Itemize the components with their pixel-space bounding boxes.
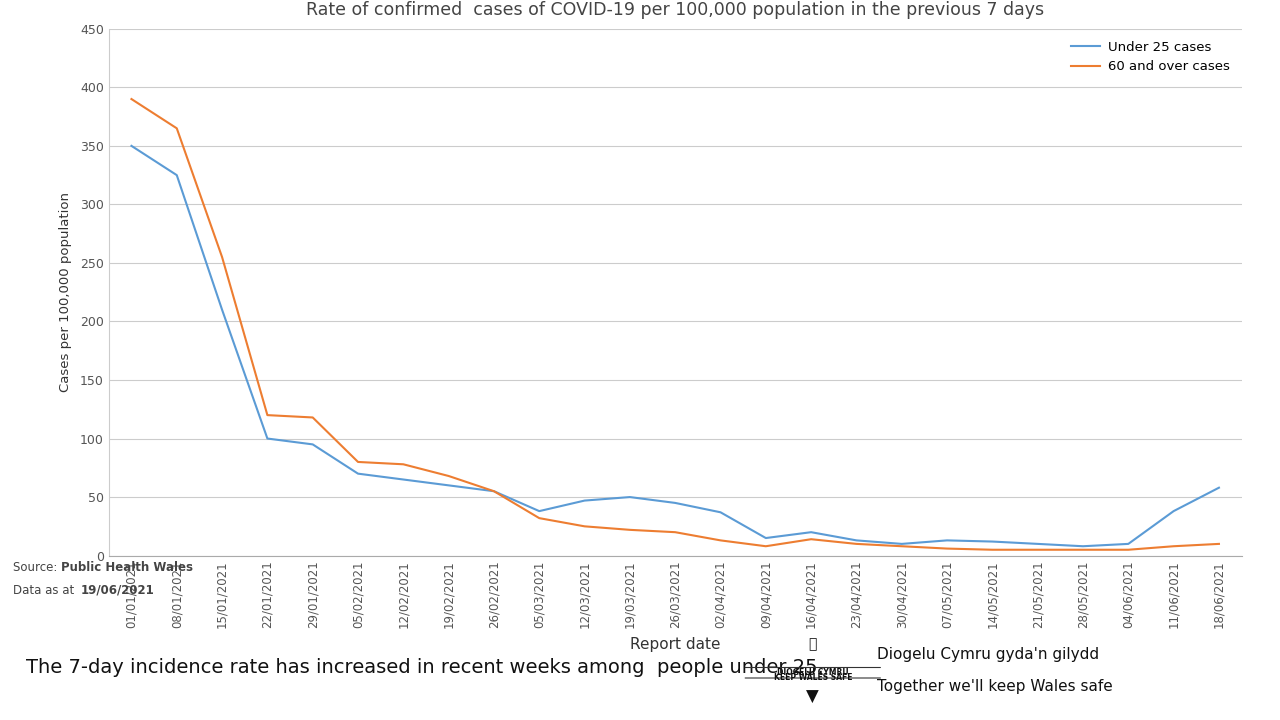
Under 25 cases bbox=[169, 171, 184, 179]
Text: KEEP WALES SAFE: KEEP WALES SAFE bbox=[773, 673, 852, 682]
Under 25 cases bbox=[1075, 542, 1091, 551]
Under 25 cases bbox=[622, 492, 637, 501]
Under 25 cases bbox=[984, 537, 1000, 546]
Under 25 cases bbox=[577, 496, 593, 505]
Text: 🐾: 🐾 bbox=[809, 637, 817, 652]
60 and over cases bbox=[169, 124, 184, 132]
60 and over cases bbox=[849, 539, 864, 548]
Under 25 cases bbox=[215, 305, 230, 314]
60 and over cases bbox=[668, 528, 684, 536]
Y-axis label: Cases per 100,000 population: Cases per 100,000 population bbox=[59, 192, 72, 392]
60 and over cases bbox=[305, 413, 320, 422]
Under 25 cases bbox=[260, 434, 275, 443]
60 and over cases bbox=[260, 411, 275, 420]
Under 25 cases bbox=[351, 469, 366, 478]
60 and over cases bbox=[984, 546, 1000, 554]
Text: DIOGELU CYMRU: DIOGELU CYMRU bbox=[777, 667, 849, 677]
60 and over cases bbox=[577, 522, 593, 531]
Under 25 cases bbox=[531, 507, 547, 516]
Under 25 cases bbox=[305, 440, 320, 449]
X-axis label: Report date: Report date bbox=[630, 636, 721, 652]
60 and over cases bbox=[486, 487, 502, 495]
Title: Rate of confirmed  cases of COVID-19 per 100,000 population in the previous 7 da: Rate of confirmed cases of COVID-19 per … bbox=[306, 1, 1044, 19]
60 and over cases bbox=[1030, 546, 1046, 554]
Under 25 cases bbox=[940, 536, 955, 545]
60 and over cases bbox=[940, 544, 955, 553]
Under 25 cases bbox=[804, 528, 819, 536]
Under 25 cases bbox=[440, 481, 457, 490]
Under 25 cases bbox=[758, 534, 773, 542]
Under 25 cases bbox=[713, 508, 728, 517]
Under 25 cases bbox=[668, 498, 684, 507]
Under 25 cases bbox=[396, 475, 411, 484]
Text: Diogelu Cymru gyda'n gilydd: Diogelu Cymru gyda'n gilydd bbox=[877, 647, 1100, 662]
60 and over cases bbox=[622, 526, 637, 534]
60 and over cases bbox=[124, 95, 140, 104]
Text: 19/06/2021: 19/06/2021 bbox=[81, 584, 155, 597]
Legend: Under 25 cases, 60 and over cases: Under 25 cases, 60 and over cases bbox=[1066, 35, 1235, 78]
60 and over cases bbox=[351, 458, 366, 467]
Under 25 cases bbox=[1121, 539, 1137, 548]
Text: Source:: Source: bbox=[13, 561, 61, 574]
60 and over cases bbox=[758, 542, 773, 551]
Line: Under 25 cases: Under 25 cases bbox=[132, 146, 1219, 546]
Under 25 cases bbox=[849, 536, 864, 545]
60 and over cases bbox=[440, 472, 457, 480]
60 and over cases bbox=[215, 253, 230, 261]
60 and over cases bbox=[531, 514, 547, 523]
60 and over cases bbox=[1075, 546, 1091, 554]
Text: The 7-day incidence rate has increased in recent weeks among  people under 25.: The 7-day incidence rate has increased i… bbox=[26, 658, 823, 677]
Text: ▼: ▼ bbox=[806, 688, 819, 706]
60 and over cases bbox=[893, 542, 909, 551]
60 and over cases bbox=[1211, 539, 1226, 548]
60 and over cases bbox=[1166, 542, 1181, 551]
Under 25 cases bbox=[1211, 483, 1226, 492]
Text: Data as at: Data as at bbox=[13, 584, 78, 597]
Text: Together we'll keep Wales safe: Together we'll keep Wales safe bbox=[877, 679, 1112, 694]
Line: 60 and over cases: 60 and over cases bbox=[132, 99, 1219, 550]
Under 25 cases bbox=[1030, 539, 1046, 548]
Under 25 cases bbox=[893, 539, 909, 548]
Under 25 cases bbox=[486, 487, 502, 495]
Text: Public Health Wales: Public Health Wales bbox=[61, 561, 193, 574]
Under 25 cases bbox=[124, 142, 140, 150]
60 and over cases bbox=[804, 535, 819, 544]
60 and over cases bbox=[713, 536, 728, 545]
60 and over cases bbox=[396, 460, 411, 469]
Under 25 cases bbox=[1166, 507, 1181, 516]
60 and over cases bbox=[1121, 546, 1137, 554]
